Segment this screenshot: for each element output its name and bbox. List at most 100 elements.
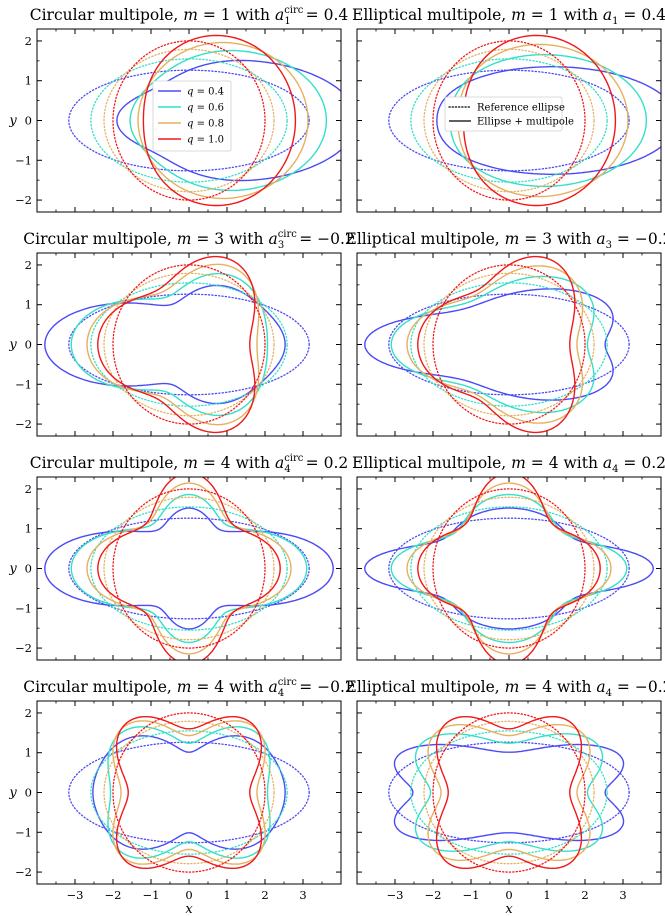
reference-ellipse-q0-8 xyxy=(103,272,275,417)
multipole-curve-q0-8 xyxy=(86,263,260,426)
y-axis-label: y xyxy=(8,562,17,577)
legend-label: q = 1.0 xyxy=(187,135,224,146)
multipole-curve-q0-4 xyxy=(393,743,625,842)
axes-frame xyxy=(36,476,342,661)
legend-label: q = 0.8 xyxy=(187,119,224,130)
panel-title: Elliptical multipole, m = 3 with a3 = −0… xyxy=(346,230,665,251)
reference-ellipse-q0-8 xyxy=(423,48,595,193)
reference-ellipse-q1 xyxy=(112,712,266,873)
legend-label: q = 0.4 xyxy=(187,87,224,98)
reference-ellipse-q1 xyxy=(432,264,586,425)
y-tick-label: 0 xyxy=(25,786,32,800)
panel-5: Circular multipole, m = 4 with acirc 4 = … xyxy=(8,453,349,661)
y-tick-label: 0 xyxy=(25,114,32,128)
reference-ellipse-q0-4 xyxy=(68,69,310,172)
reference-ellipse-q0-6 xyxy=(90,730,288,855)
multipole-curve-q1 xyxy=(97,477,281,660)
multipole-curve-q0-6 xyxy=(70,493,308,644)
multipole-curve-q0-6 xyxy=(390,275,595,414)
y-tick-label: 2 xyxy=(25,706,32,720)
y-tick-label: 1 xyxy=(25,74,32,88)
reference-ellipse-q0-4 xyxy=(68,741,310,844)
x-tick-label: −3 xyxy=(387,888,404,902)
x-tick-label: 2 xyxy=(581,888,588,902)
reference-ellipse-q1 xyxy=(432,712,586,873)
y-axis-label: y xyxy=(8,786,17,801)
multipole-curve-q0-4 xyxy=(44,284,286,405)
x-tick-label: −3 xyxy=(67,888,84,902)
x-tick-label: 3 xyxy=(619,888,626,902)
reference-ellipse-q1 xyxy=(432,40,586,201)
panel-title: Circular multipole, m = 4 with acirc 4 = … xyxy=(30,453,349,475)
y-tick-label: 0 xyxy=(25,562,32,576)
reference-ellipse-q0-6 xyxy=(90,58,288,183)
reference-ellipse-q0-4 xyxy=(388,517,630,620)
y-tick-label: −1 xyxy=(15,601,32,615)
panel-6: Elliptical multipole, m = 4 with a4 = 0.… xyxy=(352,454,665,661)
multipole-curve-q0-8 xyxy=(137,41,309,200)
reference-ellipse-q0-4 xyxy=(388,741,630,844)
multipole-curve-q0-4 xyxy=(44,507,334,630)
x-tick-label: 1 xyxy=(543,888,550,902)
multipole-curve-q1 xyxy=(115,716,263,869)
y-tick-label: 1 xyxy=(25,746,32,760)
reference-ellipse-q0-4 xyxy=(68,517,310,620)
legend-style: Reference ellipse Ellipse + multipole xyxy=(444,96,574,132)
reference-ellipse-q0-6 xyxy=(410,58,608,183)
y-tick-label: 1 xyxy=(25,522,32,536)
y-tick-label: 2 xyxy=(25,482,32,496)
multipole-curve-q1 xyxy=(417,477,601,660)
panel-title: Circular multipole, m = 3 with acirc 3 = … xyxy=(23,229,355,251)
axes-frame xyxy=(356,252,662,437)
panel-title: Circular multipole, m = 1 with acirc 1 = … xyxy=(30,5,349,27)
y-tick-label: 2 xyxy=(25,34,32,48)
reference-ellipse-q0-4 xyxy=(388,293,630,396)
multipole-curve-q0-8 xyxy=(86,482,292,655)
reference-ellipse-q1 xyxy=(112,40,266,201)
multipole-curve-q0-6 xyxy=(107,726,271,859)
panel-title: Elliptical multipole, m = 1 with a1 = 0.… xyxy=(352,6,665,27)
multipole-curve-q0-4 xyxy=(116,59,341,182)
multipole-curve-q1 xyxy=(142,34,297,207)
multipole-curve-q0-8 xyxy=(112,720,266,865)
y-tick-label: −1 xyxy=(15,153,32,167)
reference-ellipse-q0-6 xyxy=(410,730,608,855)
multipole-curve-q0-4 xyxy=(436,66,661,175)
panel-3: Circular multipole, m = 3 with acirc 3 = … xyxy=(8,229,355,437)
reference-ellipse-q0-8 xyxy=(103,48,275,193)
reference-ellipse-q0-6 xyxy=(410,282,608,407)
legend-q: q = 0.4 q = 0.6 q = 0.8 q = 1.0 xyxy=(152,80,232,152)
multipole-curve-q0-4 xyxy=(364,507,654,630)
reference-ellipse-q1 xyxy=(432,488,586,649)
y-tick-label: −2 xyxy=(15,865,32,879)
multipole-curve-q0-6 xyxy=(129,49,328,192)
reference-ellipse-q0-6 xyxy=(90,506,288,631)
multipole-curve-q0-8 xyxy=(406,265,584,424)
reference-ellipse-q0-8 xyxy=(423,496,595,641)
y-tick-label: 2 xyxy=(25,258,32,272)
y-axis-label: y xyxy=(8,338,17,353)
panel-title: Elliptical multipole, m = 4 with a4 = −0… xyxy=(346,678,665,699)
multipole-curve-q0-6 xyxy=(414,733,604,852)
multipole-curve-q1 xyxy=(97,255,256,434)
reference-ellipse-q0-6 xyxy=(410,506,608,631)
multipole-curve-q0-8 xyxy=(406,482,612,655)
reference-ellipse-q0-8 xyxy=(103,720,275,865)
x-tick-label: 1 xyxy=(223,888,230,902)
x-tick-label: −1 xyxy=(143,888,160,902)
legend-label: Reference ellipse xyxy=(477,103,565,114)
multipole-curve-q0-4 xyxy=(92,735,286,850)
y-tick-label: −1 xyxy=(15,825,32,839)
x-tick-label: −2 xyxy=(425,888,442,902)
panel-8: Elliptical multipole, m = 4 with a4 = −0… xyxy=(346,678,665,916)
x-tick-label: −2 xyxy=(105,888,122,902)
reference-ellipse-q0-8 xyxy=(423,720,595,865)
axes-frame xyxy=(356,476,662,661)
reference-ellipse-q0-4 xyxy=(68,293,310,396)
y-tick-label: 0 xyxy=(25,338,32,352)
reference-ellipse-q1 xyxy=(112,264,266,425)
reference-ellipse-q0-6 xyxy=(90,282,288,407)
y-tick-label: 1 xyxy=(25,298,32,312)
panel-title: Circular multipole, m = 4 with acirc 4 = … xyxy=(23,677,355,699)
